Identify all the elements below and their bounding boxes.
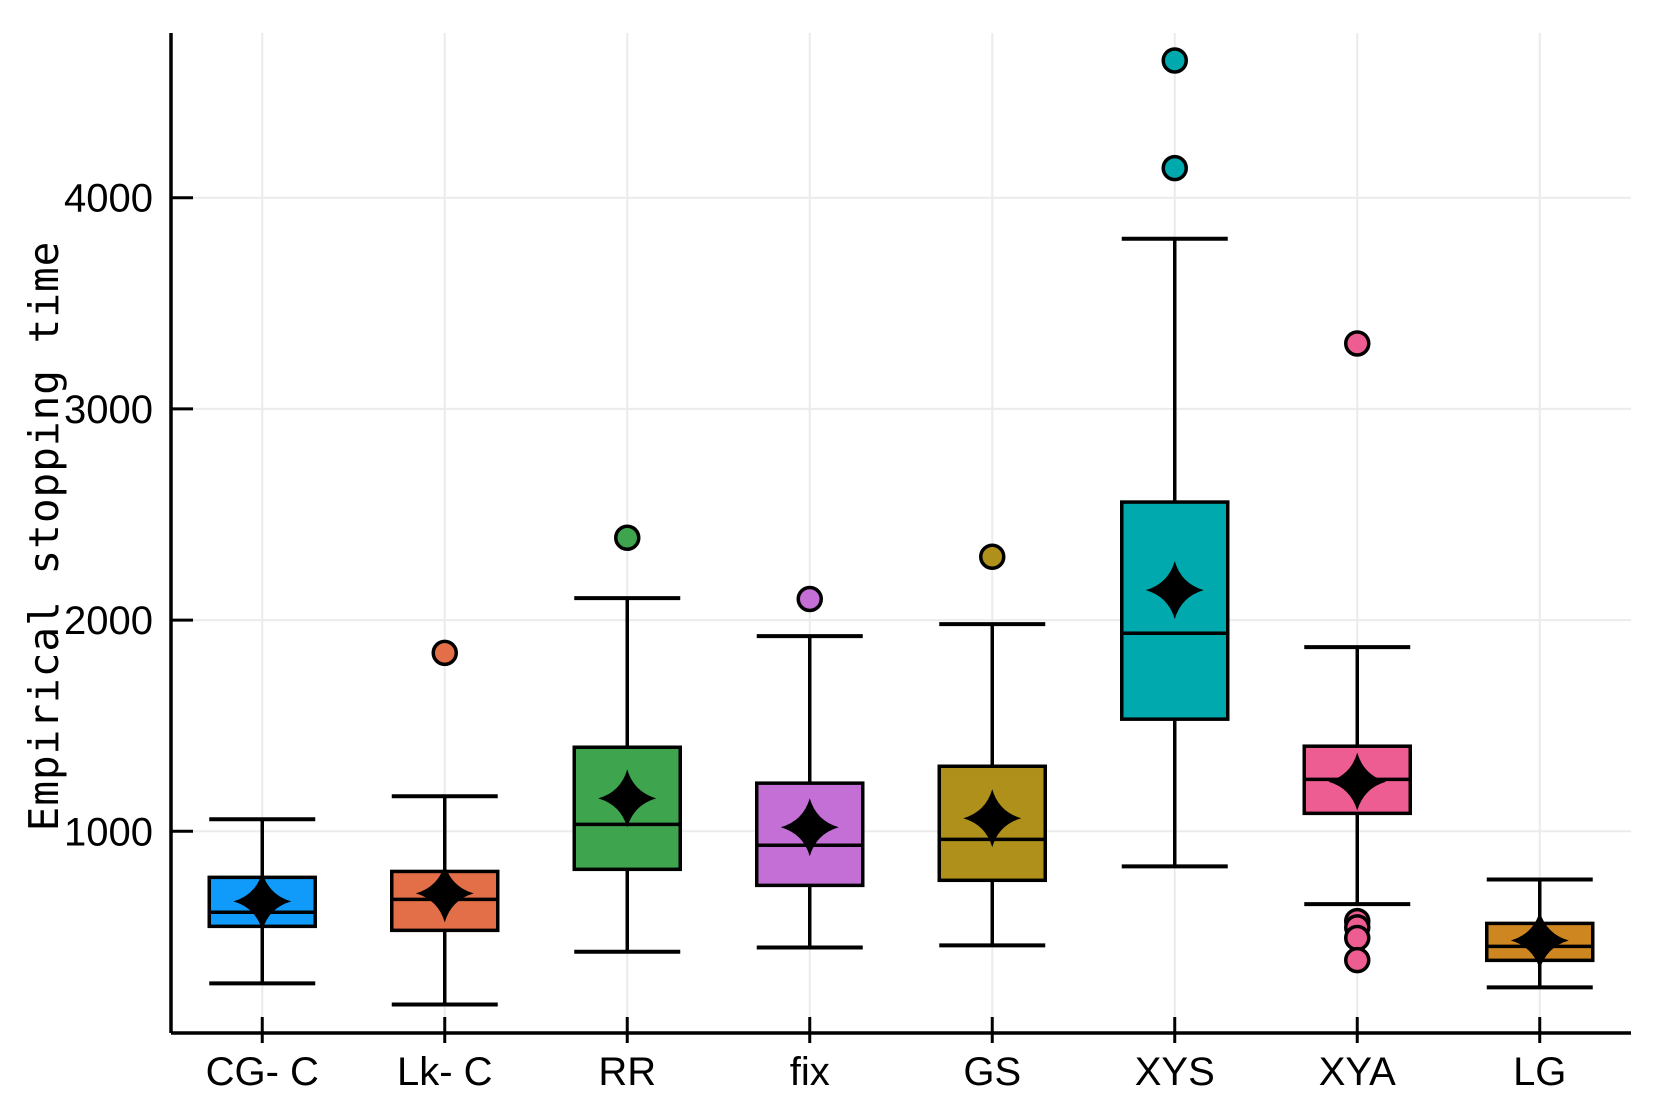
mean-star-icon-lk-c	[415, 864, 474, 923]
x-category-label-fix: fix	[790, 1050, 830, 1094]
y-tick-label-3000: 3000	[64, 388, 153, 432]
mean-star-icon-lg	[1510, 911, 1569, 970]
outlier-rr-0	[614, 524, 641, 552]
mean-star-icon-rr	[598, 769, 657, 828]
y-tick-label-1000: 1000	[64, 810, 153, 854]
x-category-label-lk-c: Lk- C	[397, 1050, 493, 1094]
x-category-label-gs: GS	[963, 1050, 1021, 1094]
x-category-label-xys: XYS	[1135, 1050, 1215, 1094]
x-category-label-xya: XYA	[1319, 1050, 1396, 1094]
outlier-xya-3	[1344, 924, 1371, 952]
outlier-xys-0	[1161, 154, 1188, 182]
mean-star-icon-fix	[780, 798, 839, 857]
outlier-xys-1	[1161, 47, 1188, 74]
outlier-gs-0	[979, 543, 1006, 571]
y-tick-label-2000: 2000	[64, 599, 153, 643]
y-tick-label-4000: 4000	[64, 177, 153, 221]
mean-star-icon-xys	[1145, 561, 1204, 620]
x-category-label-cg-c: CG- C	[206, 1050, 319, 1094]
mean-star-icon-cg-c	[233, 872, 292, 931]
x-category-label-lg: LG	[1513, 1050, 1566, 1094]
outlier-lk-c-0	[431, 639, 458, 667]
outlier-xya-0	[1344, 330, 1371, 357]
outlier-xya-4	[1344, 946, 1371, 974]
mean-star-icon-xya	[1328, 752, 1387, 811]
outlier-fix-0	[796, 585, 823, 613]
mean-star-icon-gs	[963, 789, 1022, 848]
y-axis-title: Empirical stopping time	[20, 240, 68, 832]
x-category-label-rr: RR	[598, 1050, 656, 1094]
